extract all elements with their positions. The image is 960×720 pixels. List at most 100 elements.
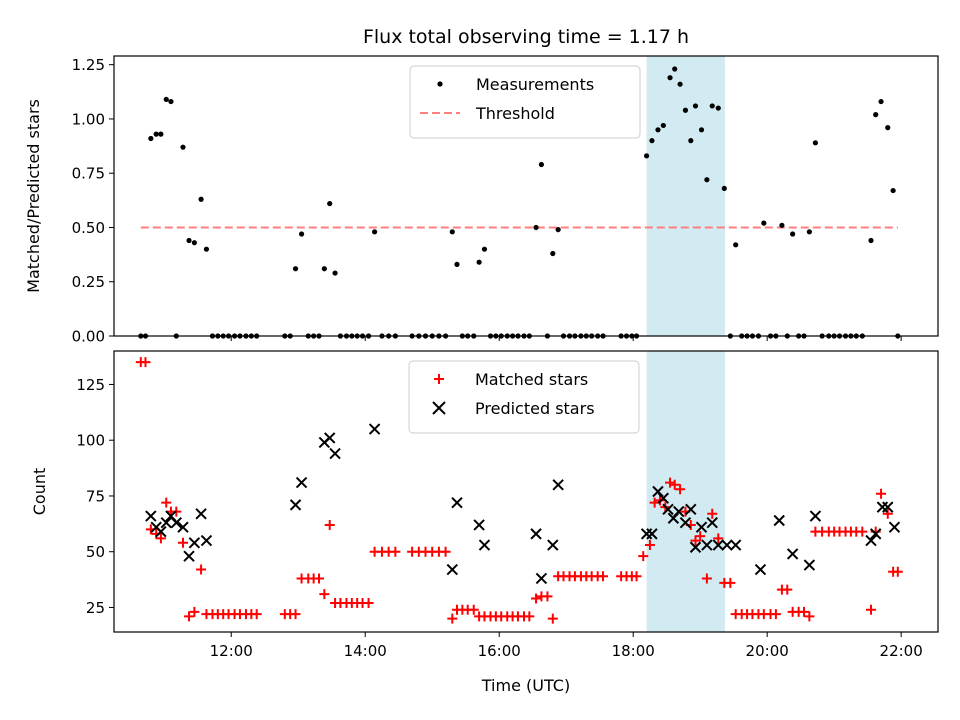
data-point: [667, 75, 673, 81]
data-point: [729, 539, 742, 551]
data-point: [547, 613, 558, 624]
data-point: [698, 127, 705, 133]
data-point: [158, 131, 164, 137]
data-point: [183, 550, 195, 562]
data-point: [876, 488, 887, 499]
legend-marker-dot: [437, 81, 443, 87]
data-point: [672, 66, 678, 72]
data-point: [184, 611, 195, 622]
data-point: [329, 447, 341, 460]
data-point: [550, 250, 556, 257]
data-point: [779, 222, 785, 228]
data-point: [695, 531, 706, 542]
data-point: [533, 224, 539, 231]
data-point: [447, 613, 458, 624]
highlight-band: [646, 351, 725, 632]
data-point: [160, 517, 172, 529]
data-point: [189, 606, 200, 617]
data-point: [289, 499, 302, 511]
data-point: [177, 521, 189, 533]
data-point: [644, 540, 655, 551]
data-point: [885, 125, 891, 131]
data-point: [298, 231, 305, 237]
data-point: [148, 135, 154, 142]
legend-box: [409, 65, 641, 139]
data-point: [695, 521, 708, 533]
data-point: [145, 510, 157, 522]
data-point: [892, 566, 903, 577]
legend-label: Threshold: [475, 104, 555, 123]
data-point: [665, 477, 676, 488]
legend-marker-x: [432, 401, 446, 415]
series-1: [135, 357, 903, 624]
data-point: [682, 107, 689, 113]
data-point: [251, 609, 262, 620]
data-point: [685, 503, 697, 516]
data-point: [709, 103, 715, 109]
x-tick-label: 14:00: [344, 642, 387, 660]
data-point: [170, 517, 183, 529]
data-point: [153, 131, 159, 137]
y-tick-label: 0.25: [72, 273, 105, 291]
data-point: [476, 259, 482, 265]
data-point: [707, 508, 718, 519]
plot-panel-1: 25 50 75 100 125 12:00 14:00 16:00 18:00 20:00 22:…: [76, 350, 939, 660]
data-point: [530, 528, 542, 540]
data-point: [363, 598, 374, 609]
data-point: [468, 604, 479, 615]
data-point: [679, 517, 692, 529]
y-tick-label: 0.50: [72, 219, 105, 237]
data-point: [161, 497, 172, 508]
legend-label: Predicted stars: [475, 399, 595, 418]
data-point: [882, 501, 894, 513]
data-point: [806, 229, 812, 235]
data-point: [646, 528, 658, 540]
data-point: [168, 98, 174, 105]
x-tick-label: 16:00: [478, 642, 521, 660]
data-point: [754, 563, 767, 576]
legend: Measurements Threshold: [409, 65, 641, 139]
y-tick-label: 125: [76, 376, 105, 394]
chart-title: Flux total observing time = 1.17 h: [363, 26, 689, 48]
data-point: [449, 229, 455, 235]
data-point: [440, 546, 451, 557]
y-tick-label: 25: [86, 599, 105, 617]
data-point: [669, 479, 680, 490]
x-tick-label: 12:00: [210, 642, 253, 660]
data-point: [552, 479, 564, 491]
data-point: [790, 231, 796, 237]
data-point: [689, 541, 702, 553]
data-point: [692, 103, 699, 109]
data-point: [865, 534, 877, 547]
y-tick-label: 1.00: [72, 110, 105, 128]
data-point: [857, 526, 868, 537]
data-point: [873, 112, 879, 118]
data-point: [869, 528, 882, 540]
data-point: [332, 270, 338, 276]
y-tick-label: 100: [76, 432, 105, 450]
data-point: [371, 229, 378, 235]
plot-panel-0: 0.00 0.25 0.50 0.75 1.00 1.25 Measurements Thre…: [72, 55, 939, 346]
data-point: [473, 519, 485, 531]
data-point: [198, 196, 204, 202]
data-point: [155, 525, 167, 538]
data-point: [292, 266, 299, 272]
data-point: [638, 551, 649, 562]
x-tick-label: 18:00: [612, 642, 655, 660]
data-point: [547, 539, 559, 551]
data-point: [770, 609, 781, 620]
data-point: [186, 237, 192, 244]
data-point: [191, 240, 197, 246]
data-point: [178, 537, 189, 548]
data-point: [188, 537, 201, 549]
axes-frame: [113, 55, 939, 337]
data-point: [673, 505, 685, 518]
data-point: [677, 81, 683, 87]
legend-marker-plus: [434, 374, 444, 384]
legend-label: Measurements: [476, 75, 594, 94]
data-point: [878, 98, 884, 105]
data-point: [761, 220, 767, 226]
data-point: [782, 584, 793, 595]
data-point: [324, 519, 335, 530]
